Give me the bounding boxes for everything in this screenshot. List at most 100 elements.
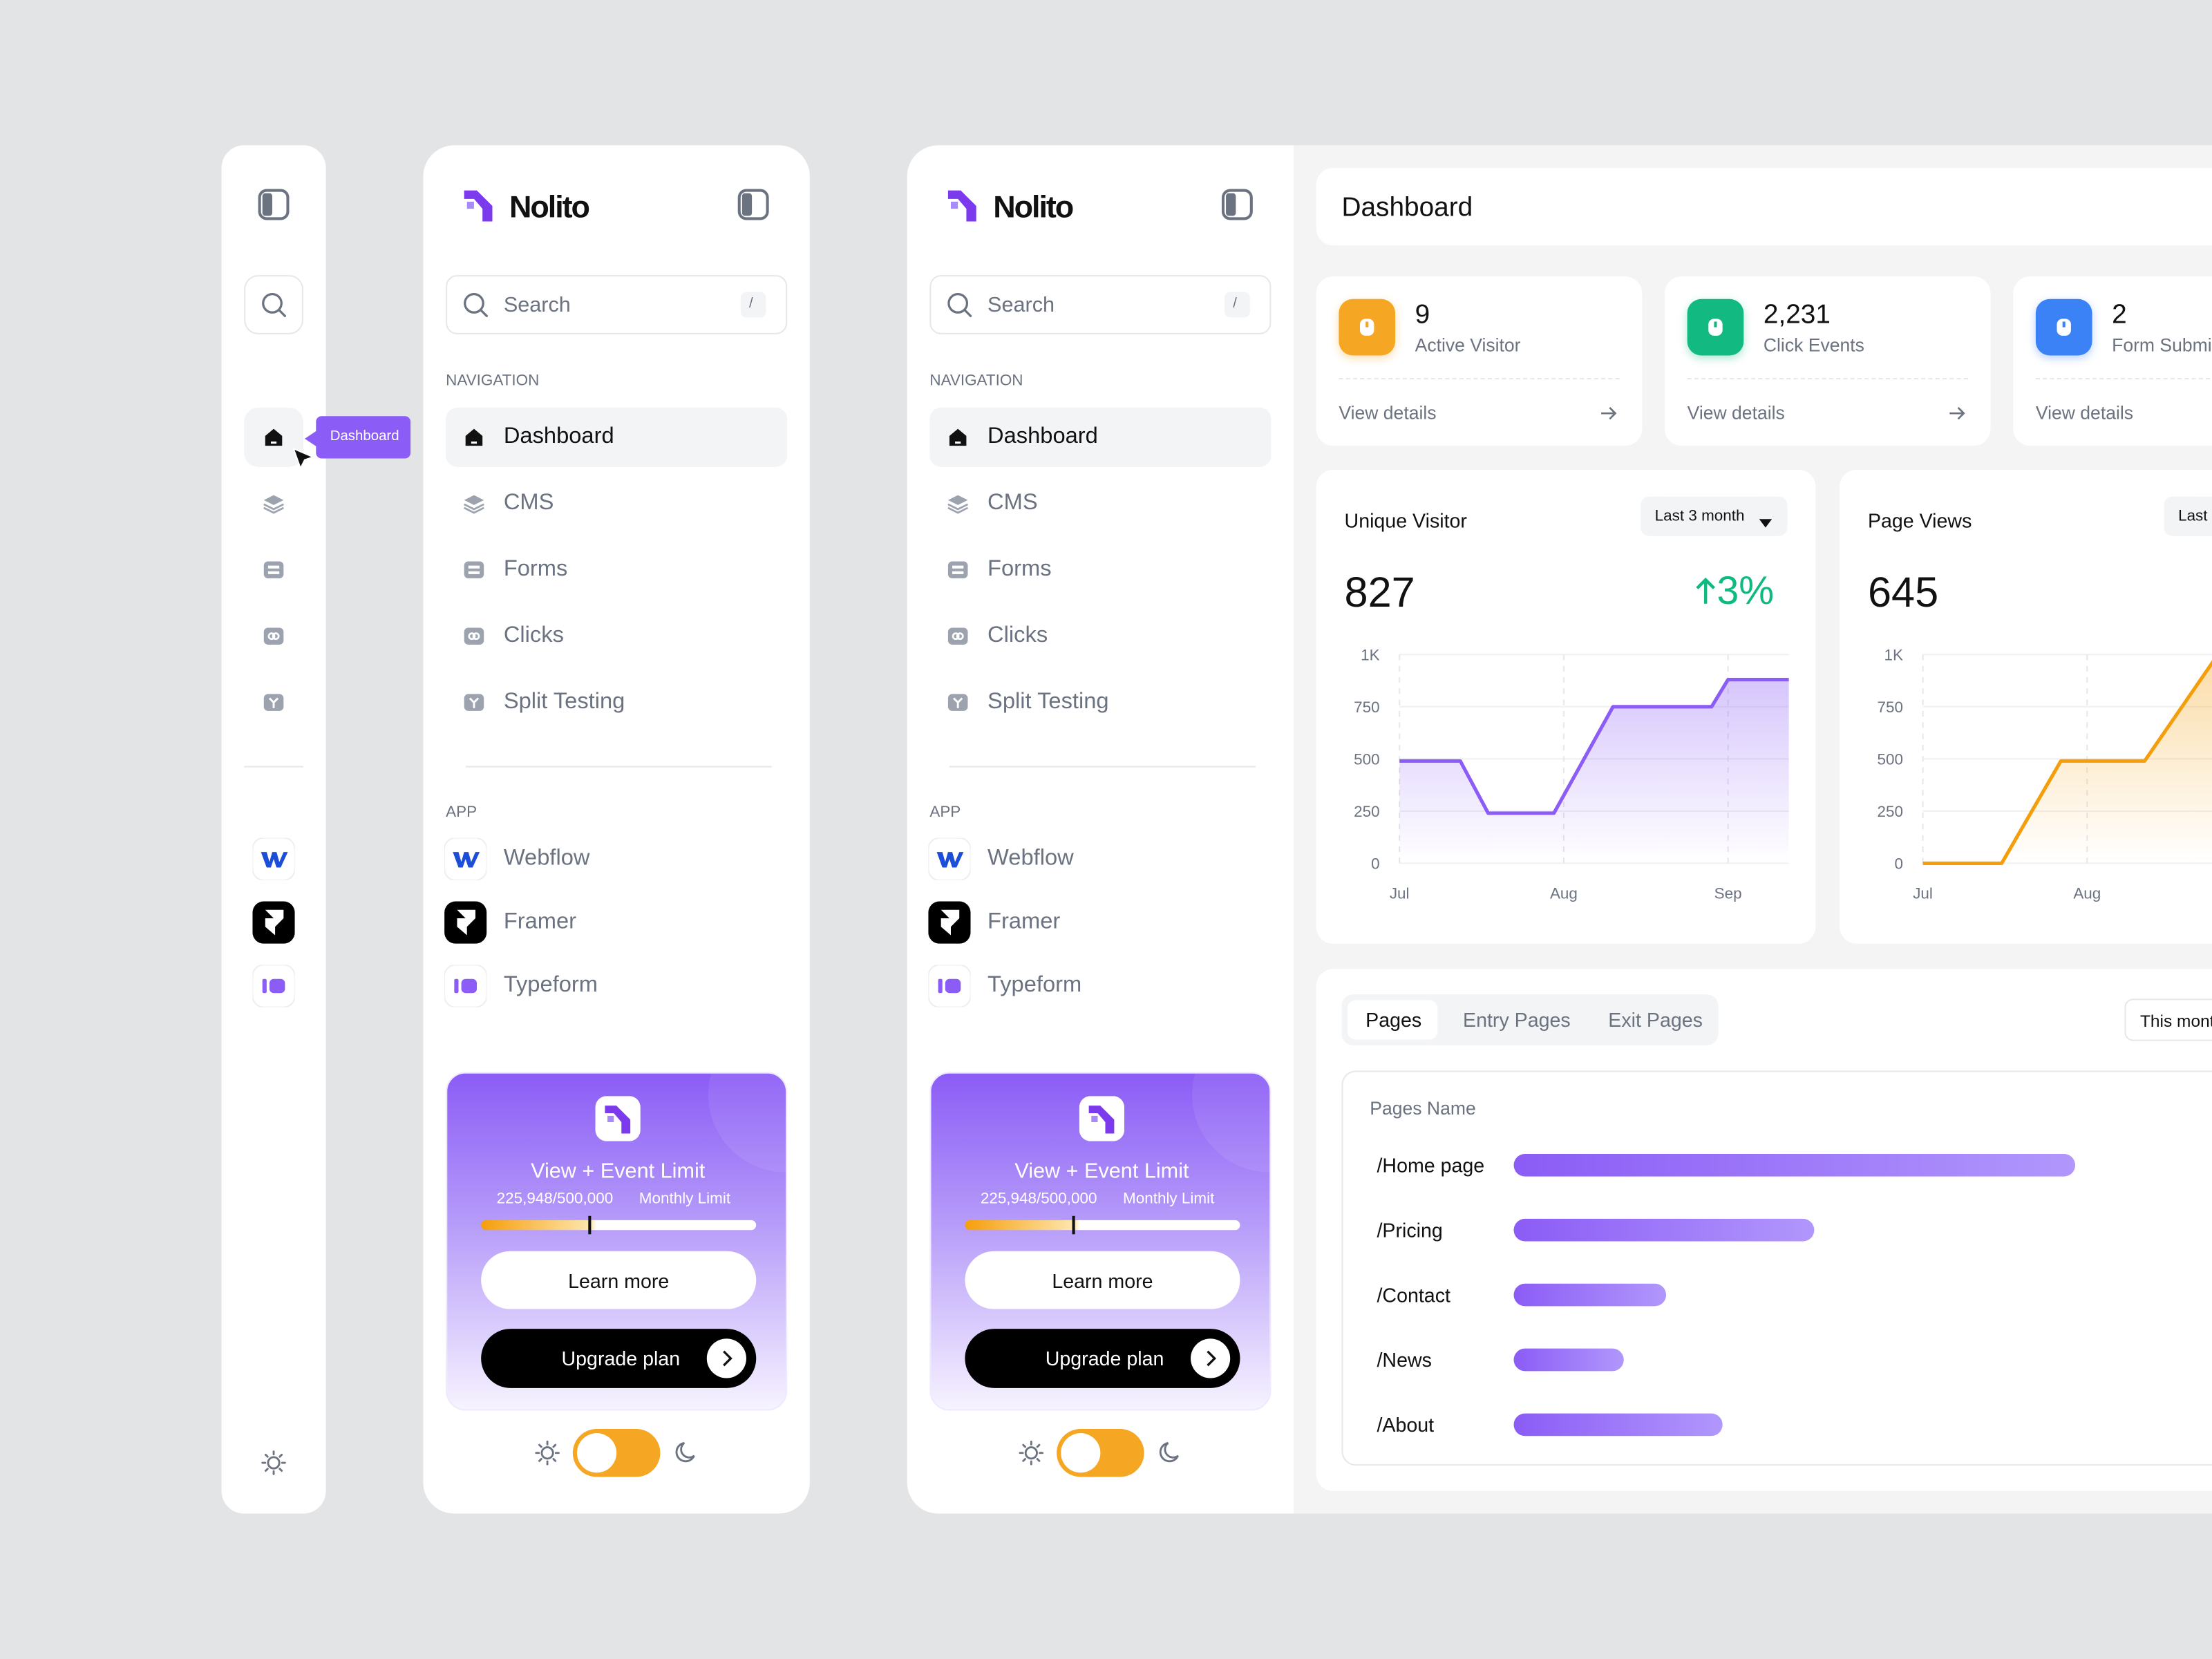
icon-part: [1191, 1338, 1231, 1378]
app-item[interactable]: Typeform: [444, 964, 769, 1008]
app-item[interactable]: Framer: [444, 901, 769, 944]
icon-part: [471, 441, 478, 444]
icon-part: [950, 201, 958, 209]
theme-switch[interactable]: [572, 1429, 661, 1477]
search-button[interactable]: [244, 275, 303, 334]
learn-more-button[interactable]: Learn more: [965, 1251, 1240, 1309]
icon-part: [1714, 321, 1717, 328]
upgrade-button[interactable]: Upgrade plan: [965, 1329, 1240, 1388]
nav-item[interactable]: Split Testing: [929, 673, 1271, 732]
nav-item[interactable]: CMS: [929, 474, 1271, 533]
tab[interactable]: Pages: [1365, 1008, 1422, 1032]
logo: [462, 188, 495, 222]
range-dropdown[interactable]: Last 3 month: [2164, 496, 2212, 536]
icon-part: [1696, 577, 1716, 604]
sun-icon: [535, 1440, 560, 1466]
icon-part: [263, 561, 284, 579]
nav-item[interactable]: Split Testing: [446, 673, 787, 732]
row-label: /Pricing: [1377, 1220, 1443, 1242]
icon-part: [466, 201, 474, 209]
filter-label: This month: [2139, 1011, 2212, 1032]
icon-part: [947, 503, 969, 514]
icon-part: [263, 694, 284, 711]
upgrade-button[interactable]: Upgrade plan: [481, 1329, 757, 1388]
line: [1922, 660, 2212, 865]
icon-part: [1191, 1338, 1231, 1378]
tab[interactable]: Entry Pages: [1463, 1008, 1571, 1032]
row-label: /About: [1377, 1414, 1435, 1437]
learn-more-button[interactable]: Learn more: [481, 1251, 757, 1309]
stat-link[interactable]: View details: [1339, 401, 1437, 424]
stat-card: 2 Form Submissions View details: [2013, 276, 2212, 446]
icon-part: [263, 561, 284, 579]
icon-part: [1207, 1350, 1217, 1367]
icon-part: [464, 627, 484, 645]
app-item[interactable]: Framer: [928, 901, 1253, 944]
bar: [1513, 1218, 1815, 1242]
nav-item[interactable]: Forms: [929, 540, 1271, 600]
progress-track: [481, 1220, 757, 1231]
bar: [1513, 1413, 1723, 1437]
chart-card: Unique Visitor Last 3 month 827 3% 0 250 500 75…: [1316, 469, 1816, 944]
header: Dashboard: [1316, 167, 2212, 246]
progress-marker: [588, 1215, 592, 1235]
icon-part: [464, 293, 488, 317]
app-item[interactable]: Typeform: [927, 964, 1253, 1008]
nav-item[interactable]: Clicks: [446, 607, 787, 666]
chart-plot: 0 250 500 750 1K Jul Aug Sep: [1354, 646, 1789, 902]
search-box[interactable]: Search /: [929, 275, 1272, 334]
nav-label: CMS: [503, 491, 554, 515]
icon-part: [453, 852, 480, 868]
shortcut-key: /: [1233, 296, 1237, 312]
stat-glyph: [1356, 316, 1379, 339]
nav-item[interactable]: Clicks: [929, 607, 1271, 666]
stat-link[interactable]: View details: [2035, 401, 2134, 424]
nav-item[interactable]: Dashboard: [446, 407, 788, 467]
icon-part: [595, 1096, 641, 1141]
stat-link[interactable]: View details: [1687, 401, 1785, 424]
icon-part: [267, 632, 276, 641]
nav-label: Clicks: [503, 623, 564, 648]
icon-part: [955, 441, 961, 444]
promo-usage-label: Monthly Limit: [1123, 1191, 1215, 1208]
icon-part: [605, 1106, 631, 1134]
icon-part: [464, 561, 484, 579]
nav-item[interactable]: CMS: [446, 474, 787, 533]
range-dropdown[interactable]: Last 3 month: [1641, 496, 1788, 536]
switch-knob: [576, 1433, 617, 1473]
icon-part: [947, 293, 972, 317]
nav-label: Forms: [987, 557, 1052, 582]
icon-part: [1759, 519, 1773, 528]
app-icon: [444, 964, 488, 1008]
x-tick-label: Aug: [2073, 884, 2101, 902]
button-label: Learn more: [568, 1269, 670, 1293]
icon-part: [1159, 1442, 1179, 1463]
tab[interactable]: Exit Pages: [1608, 1008, 1703, 1032]
stat-card: 9 Active Visitor View details: [1316, 276, 1643, 446]
moon-icon: [674, 1440, 700, 1466]
app-item[interactable]: Webflow: [927, 837, 1253, 881]
promo-usage-label: Monthly Limit: [639, 1191, 731, 1208]
app-item[interactable]: Webflow: [444, 837, 769, 881]
collapse-icon: [737, 188, 771, 222]
chart-total: 645: [1867, 569, 1939, 617]
app-label: Webflow: [503, 846, 590, 871]
icon-part: [464, 190, 493, 222]
search-box[interactable]: Search /: [446, 275, 788, 334]
shortcut: /: [740, 292, 766, 318]
chevron-button: [706, 1337, 748, 1379]
sidebar-expanded: Nolito Search / NAVIGATION Dashboard CMS Forms…: [423, 145, 810, 1514]
filter-dropdown[interactable]: This month: [2124, 998, 2212, 1041]
theme-switch[interactable]: [1057, 1429, 1144, 1477]
divider: [465, 766, 772, 768]
icon-part: [444, 964, 488, 1008]
stat-label: Click Events: [1763, 334, 1864, 356]
range-label: Last 3 month: [1654, 507, 1745, 525]
nav-item[interactable]: Forms: [446, 540, 787, 600]
app-label: Typeform: [987, 973, 1082, 998]
nav-item[interactable]: Dashboard: [929, 407, 1272, 467]
icon-part: [261, 852, 288, 868]
icon-part: [706, 1338, 746, 1378]
nav-icon: [463, 625, 486, 647]
stat-value: 2: [2112, 300, 2127, 330]
